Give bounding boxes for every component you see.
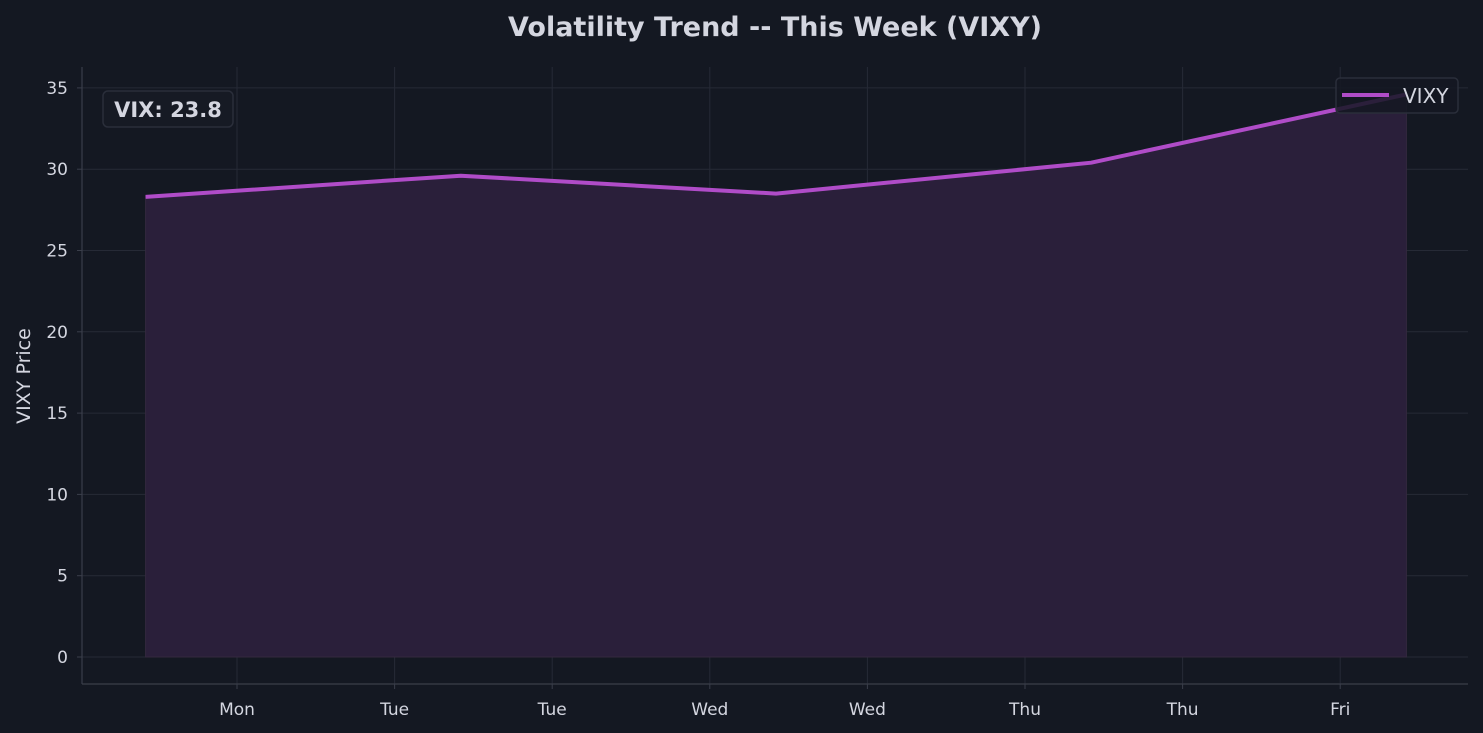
annotation-box: VIX: 23.8 (102, 90, 234, 128)
chart-title: Volatility Trend -- This Week (VIXY) (508, 12, 1042, 43)
series-area-fill (145, 93, 1407, 658)
vix-annotation: VIX: 23.8 (114, 98, 222, 122)
x-tick-label: Tue (537, 700, 567, 720)
x-tick-label: Mon (219, 700, 255, 720)
y-tick-label: 30 (46, 160, 68, 180)
area-layer (145, 92, 1407, 658)
x-tick-label: Fri (1330, 700, 1350, 720)
x-tick-label: Tue (379, 700, 409, 720)
y-tick-label: 35 (46, 79, 68, 99)
x-tick-label: Thu (1008, 700, 1041, 720)
y-tick-label: 15 (46, 404, 68, 424)
axes: 0 5 10 15 20 25 30 35 Mon Tue Tue Wed Wed Thu Thu Fri (46, 67, 1468, 720)
y-tick-label: 0 (57, 648, 68, 668)
legend-label: VIXY (1403, 84, 1449, 108)
y-tick-label: 5 (57, 567, 68, 587)
y-tick-label: 20 (46, 323, 68, 343)
x-tick-label: Thu (1166, 700, 1199, 720)
x-tick-label: Wed (849, 700, 886, 720)
legend: VIXY (1335, 77, 1459, 114)
y-tick-label: 25 (46, 242, 68, 262)
x-tick-label: Wed (691, 700, 728, 720)
y-tick-label: 10 (46, 485, 68, 505)
y-axis-label: VIXY Price (13, 328, 35, 424)
